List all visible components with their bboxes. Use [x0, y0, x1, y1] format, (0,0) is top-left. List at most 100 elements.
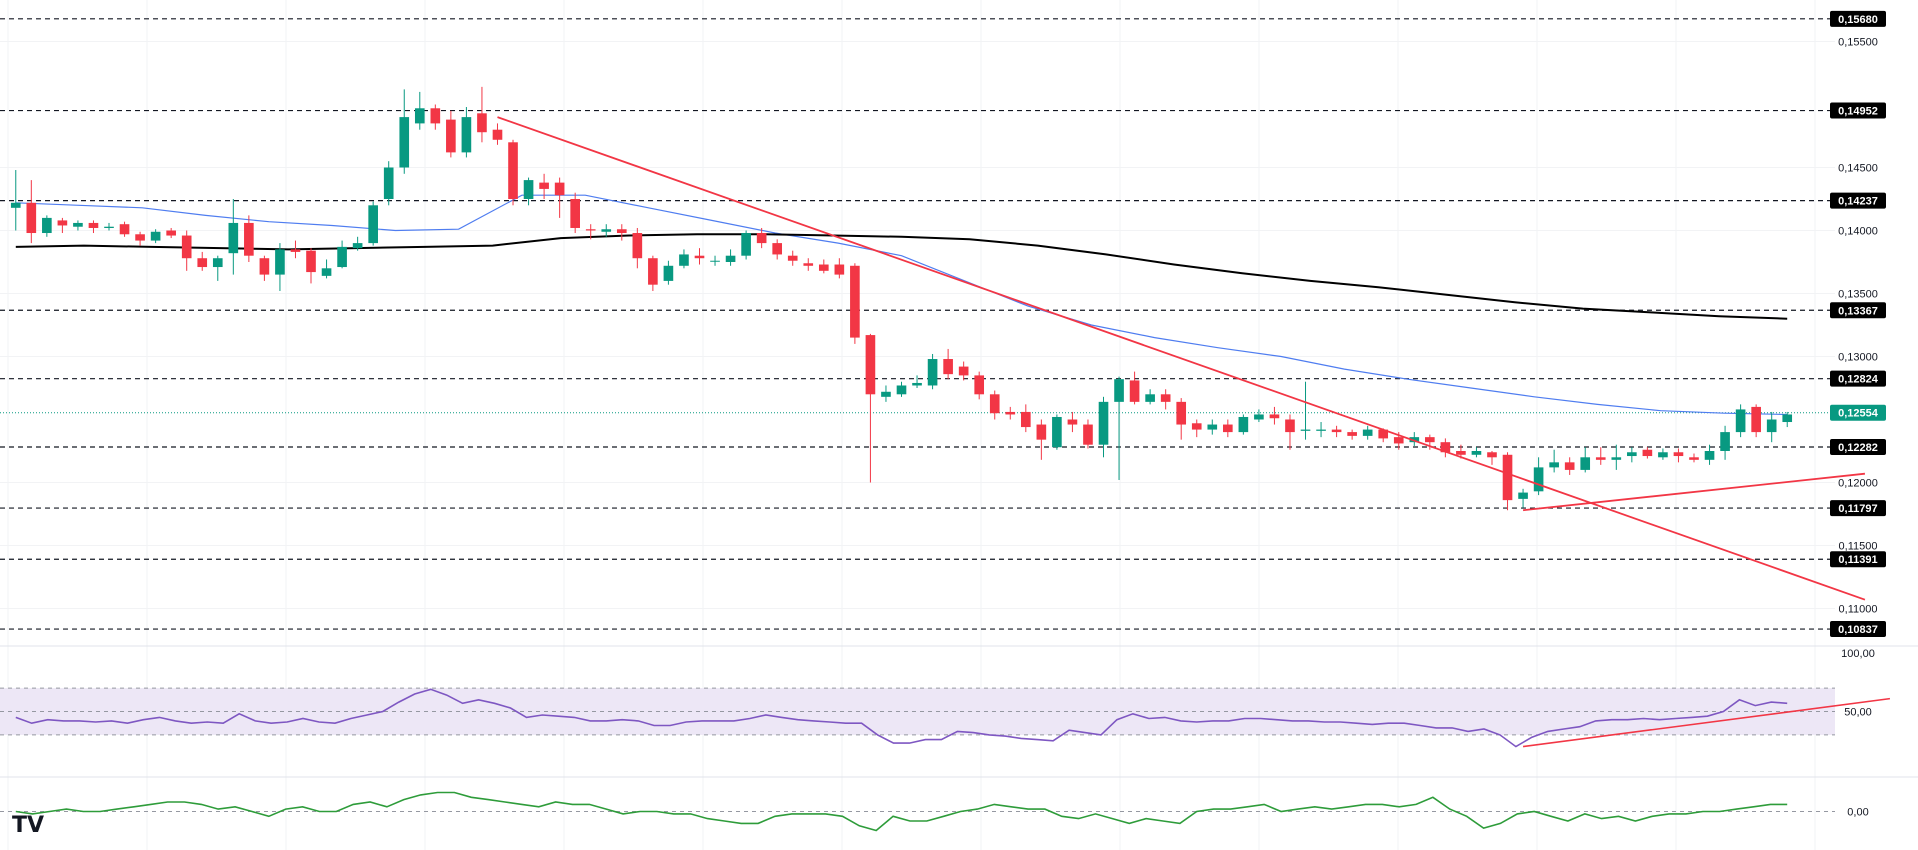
- candle-body: [1549, 462, 1559, 468]
- candle-body: [1067, 419, 1078, 425]
- candle-body: [414, 108, 425, 124]
- level-label: 0,10837: [1838, 624, 1878, 636]
- price-tick-label: 0,12000: [1838, 478, 1878, 490]
- candle-body: [632, 233, 643, 259]
- candle-body: [492, 129, 503, 140]
- price-tick-label: 0,15500: [1838, 37, 1878, 49]
- candle-body: [1316, 429, 1326, 431]
- candle-body: [306, 250, 316, 273]
- candles: [10, 86, 1793, 511]
- candle-body: [1673, 452, 1684, 457]
- level-label-box: [1830, 551, 1886, 568]
- candle-body: [1052, 416, 1062, 448]
- candle-body: [430, 108, 441, 124]
- candle-body: [1223, 424, 1233, 433]
- candle-body: [1331, 429, 1342, 433]
- candle-body: [710, 260, 720, 262]
- candle-body: [1129, 380, 1140, 402]
- candle-body: [321, 268, 332, 276]
- candle-body: [57, 220, 68, 226]
- candle-body: [787, 255, 798, 261]
- candle-body: [818, 264, 829, 271]
- candle-body: [1611, 457, 1622, 460]
- candle-body: [1456, 451, 1466, 455]
- candle-body: [383, 167, 394, 199]
- candle-body: [1751, 406, 1761, 433]
- candle-body: [368, 205, 378, 244]
- candle-body: [523, 180, 534, 199]
- candle-body: [508, 142, 518, 199]
- candle-body: [1036, 424, 1047, 440]
- candle-body: [881, 391, 891, 397]
- level-label-box: [1830, 500, 1886, 517]
- candle-body: [1393, 437, 1404, 444]
- candle-body: [1658, 452, 1668, 458]
- candle-body: [989, 394, 1000, 414]
- candle-body: [1564, 462, 1575, 470]
- momentum-tick-label: 0,00: [1847, 807, 1868, 819]
- price-tick-label: 0,13500: [1838, 289, 1878, 301]
- logo-text: TV: [12, 813, 44, 838]
- candle-body: [1362, 429, 1373, 436]
- candle-body: [554, 182, 565, 196]
- candle-body: [1083, 424, 1093, 445]
- candle-body: [1642, 449, 1653, 457]
- candle-body: [1347, 432, 1357, 436]
- candle-body: [1191, 423, 1202, 430]
- candle-body: [26, 202, 37, 234]
- price-tick-label: 0,13000: [1838, 352, 1878, 364]
- rsi-panel: 100,00 50,00: [0, 648, 1891, 748]
- candle-body: [181, 235, 192, 259]
- price-trendline: [1522, 472, 1866, 512]
- candle-body: [244, 222, 254, 256]
- candle-body: [1487, 452, 1497, 458]
- candle-body: [166, 230, 176, 236]
- candle-body: [1595, 457, 1606, 460]
- candle-body: [337, 246, 347, 268]
- candle-body: [1269, 414, 1280, 419]
- candle-body: [601, 229, 612, 232]
- candle-body: [197, 258, 208, 268]
- ema-fast-line: [15, 194, 1788, 416]
- candle-body: [865, 335, 876, 395]
- candle-body: [679, 254, 689, 266]
- current-price-label: 0,12554: [1838, 408, 1879, 420]
- candle-body: [1378, 429, 1389, 439]
- rsi-trendline: [1522, 697, 1891, 748]
- candle-body: [1300, 429, 1311, 431]
- trendlines: [497, 116, 1866, 601]
- level-label: 0,14952: [1838, 106, 1878, 118]
- candle-body: [772, 243, 783, 255]
- moving-averages: [15, 194, 1788, 416]
- candle-body: [1254, 414, 1264, 420]
- rsi-line: [15, 688, 1788, 748]
- candle-body: [912, 382, 922, 386]
- candle-body: [399, 117, 410, 168]
- level-label: 0,15680: [1838, 14, 1878, 26]
- candle-body: [1440, 442, 1451, 453]
- candle-body: [741, 233, 751, 256]
- level-label-box: [1830, 438, 1886, 455]
- candle-body: [539, 182, 549, 189]
- candle-body: [1580, 457, 1591, 470]
- candle-body: [616, 229, 627, 234]
- candle-body: [1735, 409, 1746, 433]
- candle-body: [1160, 394, 1171, 402]
- candle-body: [834, 264, 845, 275]
- candle-body: [1704, 451, 1715, 460]
- candle-body: [1689, 457, 1699, 460]
- candle-body: [648, 258, 658, 285]
- candle-body: [570, 199, 580, 228]
- candle-body: [725, 255, 736, 262]
- candle-body: [585, 229, 596, 231]
- candle-body: [694, 255, 705, 259]
- level-label: 0,12824: [1838, 374, 1879, 386]
- rsi-tick-label: 50,00: [1844, 707, 1872, 719]
- candle-body: [974, 375, 985, 395]
- candle-body: [119, 224, 130, 235]
- level-label-box: [1830, 621, 1886, 638]
- candle-body: [290, 249, 301, 252]
- candle-body: [1238, 416, 1249, 433]
- ema-slow-line: [15, 233, 1788, 320]
